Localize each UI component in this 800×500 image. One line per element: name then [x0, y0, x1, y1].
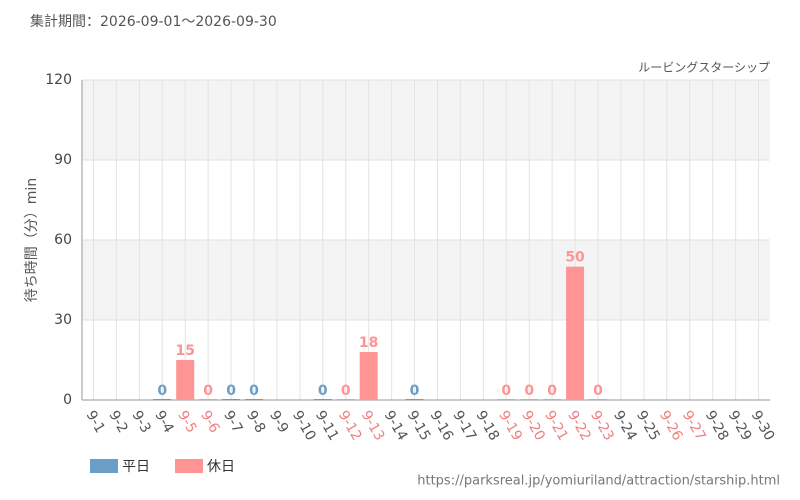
data-label: 0 — [226, 383, 236, 399]
x-tick-label: 9-19 — [495, 408, 525, 444]
legend-swatch — [90, 459, 118, 473]
y-axis-label: 待ち時間（分）min — [24, 178, 40, 302]
x-tick-label: 9-18 — [472, 408, 502, 444]
legend-label: 休日 — [207, 459, 235, 475]
x-tick-label: 9-16 — [427, 408, 457, 444]
data-label: 0 — [410, 383, 420, 399]
x-tick-label: 9-3 — [128, 408, 153, 436]
legend-swatch — [175, 459, 203, 473]
data-label: 50 — [565, 250, 585, 266]
data-label: 0 — [593, 383, 603, 399]
y-tick-label: 90 — [54, 152, 72, 168]
data-label: 0 — [547, 383, 557, 399]
bar — [199, 399, 218, 400]
x-tick-label: 9-13 — [358, 408, 388, 444]
bar — [245, 399, 263, 400]
x-tick-label: 9-28 — [702, 408, 732, 444]
source: https://parksreal.jp/yomiuriland/attract… — [417, 474, 780, 489]
data-label: 0 — [341, 383, 351, 399]
x-tick-label: 9-9 — [266, 408, 291, 436]
y-tick-label: 30 — [54, 312, 72, 328]
bar — [543, 399, 562, 400]
grid-band — [82, 240, 770, 320]
bar — [176, 360, 195, 400]
data-label: 0 — [157, 383, 167, 399]
bar — [153, 399, 172, 400]
x-tick-label: 9-15 — [404, 408, 434, 444]
x-tick-label: 9-24 — [610, 408, 640, 444]
x-tick-label: 9-11 — [312, 408, 342, 444]
bar — [520, 399, 539, 400]
data-label: 0 — [524, 383, 534, 399]
data-label: 0 — [318, 383, 328, 399]
x-tick-label: 9-6 — [197, 408, 222, 436]
data-label: 0 — [203, 383, 213, 399]
legend-label: 平日 — [122, 459, 150, 475]
x-tick-label: 9-14 — [381, 408, 411, 444]
data-label: 0 — [249, 383, 259, 399]
data-label: 18 — [359, 335, 378, 351]
bar — [222, 399, 241, 400]
x-tick-label: 9-7 — [220, 408, 245, 436]
bar — [566, 266, 585, 400]
x-tick-label: 9-30 — [748, 408, 778, 444]
x-tick-label: 9-26 — [656, 408, 686, 444]
x-tick-label: 9-2 — [105, 408, 130, 436]
data-label: 0 — [501, 383, 511, 399]
x-tick-label: 9-27 — [679, 408, 709, 444]
chart-subtitle: ルービングスターシップ — [638, 61, 770, 75]
x-tick-label: 9-22 — [564, 408, 594, 444]
bar — [589, 399, 607, 400]
x-tick-label: 9-23 — [587, 408, 617, 444]
x-tick-label: 9-17 — [449, 408, 479, 444]
bar — [405, 399, 424, 400]
bar — [336, 399, 355, 400]
y-tick-label: 120 — [45, 72, 72, 88]
x-tick-label: 9-5 — [174, 408, 199, 436]
x-tick-label: 9-1 — [83, 408, 108, 436]
bar — [359, 352, 378, 400]
header: 集計期間：2026-09-01～2026-09-30 — [30, 13, 277, 30]
bar — [313, 399, 332, 400]
x-tick-label: 9-8 — [243, 408, 268, 436]
grid-band — [82, 80, 770, 160]
data-label: 15 — [175, 343, 194, 359]
x-tick-label: 9-29 — [725, 408, 755, 444]
y-tick-label: 0 — [63, 392, 72, 408]
x-tick-label: 9-4 — [151, 408, 176, 436]
bar — [497, 399, 516, 400]
y-tick-label: 60 — [54, 232, 72, 248]
x-tick-label: 9-21 — [541, 408, 571, 444]
x-tick-label: 9-20 — [518, 408, 548, 444]
x-tick-label: 9-12 — [335, 408, 365, 444]
x-tick-label: 9-25 — [633, 408, 663, 444]
x-tick-label: 9-10 — [289, 408, 319, 444]
